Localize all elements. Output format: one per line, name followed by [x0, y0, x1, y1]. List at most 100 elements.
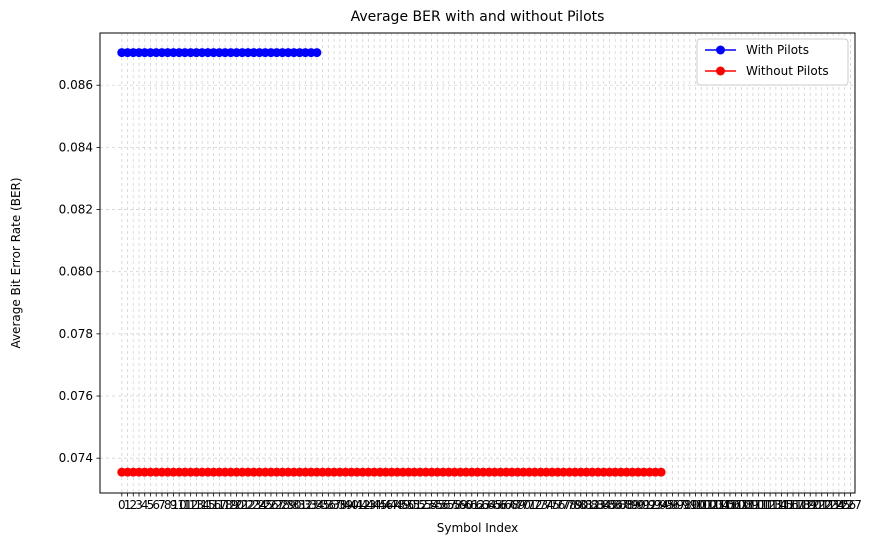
legend-label-without-pilots: Without Pilots [746, 64, 829, 78]
x-tick-label: 31 [292, 498, 307, 512]
x-tick-label: 37 [326, 498, 341, 512]
x-tick-label: 33 [303, 498, 318, 512]
x-tick-label: 99 [682, 498, 697, 512]
x-tick-label: 3 [135, 498, 143, 512]
x-tick-label: 36 [321, 498, 336, 512]
legend: With Pilots Without Pilots [696, 38, 849, 86]
x-tick-label: 0 [118, 498, 126, 512]
x-tick-label: 121 [805, 498, 828, 512]
x-tick-label: 91 [636, 498, 651, 512]
x-tick-label: 78 [562, 498, 577, 512]
x-tick-label: 87 [613, 498, 628, 512]
x-tick-label: 92 [642, 498, 657, 512]
x-tick-label: 58 [447, 498, 462, 512]
x-tick-label: 27 [269, 498, 284, 512]
x-tick-label: 89 [625, 498, 640, 512]
x-tick-label: 96 [665, 498, 680, 512]
x-tick-label: 21 [235, 498, 250, 512]
x-tick-label: 101 [690, 498, 713, 512]
x-tick-label: 54 [424, 498, 439, 512]
grid-lines [100, 33, 855, 493]
x-tick-label: 77 [556, 498, 571, 512]
x-tick-label: 63 [476, 498, 491, 512]
x-tick-label: 62 [470, 498, 485, 512]
x-tick-label: 81 [579, 498, 594, 512]
x-tick-label: 4 [141, 498, 149, 512]
x-tick-label: 108 [730, 498, 753, 512]
x-tick-label: 60 [458, 498, 473, 512]
x-tick-label: 83 [590, 498, 605, 512]
x-tick-label: 38 [332, 498, 347, 512]
x-tick-label: 74 [539, 498, 554, 512]
x-tick-label: 32 [298, 498, 313, 512]
x-tick-label: 119 [793, 498, 816, 512]
x-tick-label: 100 [684, 498, 707, 512]
x-tick-label: 56 [435, 498, 450, 512]
x-axis: 0123456789101112131415161718192021222324… [118, 493, 862, 512]
y-tick-label: 0.086 [59, 78, 93, 92]
x-tick-label: 51 [407, 498, 422, 512]
x-tick-label: 10 [172, 498, 187, 512]
x-tick-label: 2 [129, 498, 137, 512]
x-tick-label: 15 [200, 498, 215, 512]
x-tick-label: 112 [753, 498, 776, 512]
x-tick-label: 68 [504, 498, 519, 512]
x-tick-label: 103 [701, 498, 724, 512]
x-tick-label: 55 [430, 498, 445, 512]
data-point-with-pilots [312, 48, 322, 58]
x-tick-label: 1 [124, 498, 132, 512]
x-tick-label: 107 [724, 498, 747, 512]
x-tick-label: 123 [816, 498, 839, 512]
legend-marker-without-pilots [716, 66, 725, 76]
x-tick-label: 8 [164, 498, 172, 512]
x-tick-label: 109 [736, 498, 759, 512]
x-tick-label: 69 [510, 498, 525, 512]
legend-label-with-pilots: With Pilots [746, 43, 809, 57]
x-tick-label: 35 [315, 498, 330, 512]
x-tick-label: 126 [833, 498, 856, 512]
x-tick-label: 47 [384, 498, 399, 512]
x-tick-label: 12 [183, 498, 198, 512]
x-tick-label: 25 [258, 498, 273, 512]
x-tick-label: 45 [372, 498, 387, 512]
x-tick-label: 116 [776, 498, 799, 512]
x-tick-label: 88 [619, 498, 634, 512]
x-tick-label: 17 [212, 498, 227, 512]
x-tick-label: 125 [827, 498, 850, 512]
x-tick-label: 41 [349, 498, 364, 512]
y-axis: 0.074 0.076 0.078 0.080 0.082 0.084 0.086 [59, 78, 100, 465]
x-tick-label: 61 [464, 498, 479, 512]
x-tick-label: 49 [395, 498, 410, 512]
x-tick-label: 7 [158, 498, 166, 512]
x-tick-label: 6 [152, 498, 160, 512]
x-tick-label: 111 [747, 498, 770, 512]
x-tick-label: 113 [759, 498, 782, 512]
x-tick-label: 86 [608, 498, 623, 512]
plot-series [117, 48, 666, 477]
x-tick-label: 34 [309, 498, 324, 512]
legend-marker-with-pilots [716, 45, 725, 55]
x-tick-label: 97 [671, 498, 686, 512]
x-tick-label: 90 [630, 498, 645, 512]
x-tick-label: 120 [799, 498, 822, 512]
x-tick-label: 66 [493, 498, 508, 512]
y-tick-label: 0.076 [59, 389, 93, 403]
x-tick-label: 53 [418, 498, 433, 512]
x-tick-label: 106 [718, 498, 741, 512]
x-tick-label: 11 [177, 498, 192, 512]
x-tick-label: 9 [170, 498, 178, 512]
x-tick-label: 93 [648, 498, 663, 512]
x-tick-label: 114 [764, 498, 787, 512]
x-tick-label: 44 [367, 498, 382, 512]
x-tick-label: 39 [338, 498, 353, 512]
x-tick-label: 40 [344, 498, 359, 512]
x-tick-label: 127 [839, 498, 862, 512]
x-axis-title: Symbol Index [437, 521, 519, 535]
x-tick-label: 64 [481, 498, 496, 512]
x-tick-label: 18 [217, 498, 232, 512]
x-tick-label: 115 [770, 498, 793, 512]
x-tick-label: 70 [516, 498, 531, 512]
x-tick-label: 65 [487, 498, 502, 512]
x-tick-label: 82 [585, 498, 600, 512]
